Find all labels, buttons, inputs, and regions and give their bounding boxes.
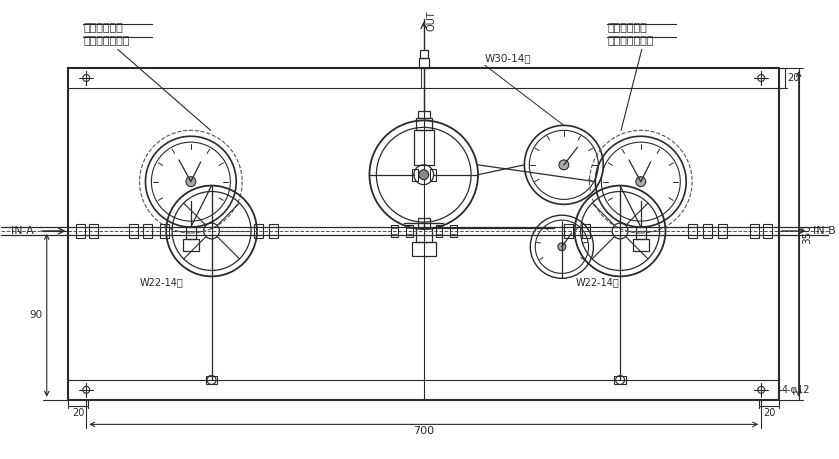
Bar bbox=[160, 224, 169, 238]
Text: 350: 350 bbox=[803, 224, 813, 244]
Circle shape bbox=[559, 160, 569, 170]
Bar bbox=[128, 224, 138, 238]
Bar bbox=[416, 118, 431, 130]
Text: W22-14山: W22-14山 bbox=[139, 277, 183, 287]
Bar bbox=[435, 225, 442, 237]
Bar bbox=[416, 228, 431, 242]
Bar bbox=[268, 224, 278, 238]
Bar bbox=[69, 68, 779, 400]
Bar bbox=[414, 130, 434, 165]
Text: IN A: IN A bbox=[11, 226, 34, 236]
Bar bbox=[564, 224, 573, 238]
Circle shape bbox=[558, 243, 565, 251]
Text: OUT: OUT bbox=[427, 10, 436, 31]
Bar bbox=[633, 239, 649, 251]
Text: 700: 700 bbox=[413, 426, 435, 437]
Bar bbox=[718, 224, 727, 238]
Bar bbox=[750, 224, 759, 238]
Bar bbox=[636, 227, 646, 239]
Text: （オプション）: （オプション） bbox=[83, 36, 130, 45]
Text: W22-14山: W22-14山 bbox=[576, 277, 619, 287]
Bar bbox=[76, 224, 86, 238]
Bar bbox=[186, 227, 195, 239]
Bar bbox=[412, 169, 418, 181]
Text: 20: 20 bbox=[787, 73, 800, 83]
Text: W30-14山: W30-14山 bbox=[485, 53, 532, 63]
Bar bbox=[391, 225, 398, 237]
Bar bbox=[406, 225, 413, 237]
Bar bbox=[206, 376, 217, 384]
Bar bbox=[419, 58, 429, 68]
Bar bbox=[688, 224, 697, 238]
Bar bbox=[89, 224, 98, 238]
Bar bbox=[418, 218, 430, 228]
Text: 90: 90 bbox=[29, 310, 43, 320]
Bar bbox=[143, 224, 153, 238]
Circle shape bbox=[636, 177, 646, 186]
Text: IN B: IN B bbox=[814, 226, 836, 236]
Bar bbox=[703, 224, 711, 238]
Bar bbox=[763, 224, 772, 238]
Text: （オプション）: （オプション） bbox=[607, 36, 654, 45]
Circle shape bbox=[419, 170, 429, 179]
Bar bbox=[581, 224, 591, 238]
Text: 4-φ12: 4-φ12 bbox=[782, 385, 810, 395]
Bar bbox=[614, 376, 626, 384]
Text: 接点付圧力計: 接点付圧力計 bbox=[83, 23, 123, 33]
Text: 接点付圧力計: 接点付圧力計 bbox=[607, 23, 647, 33]
Bar bbox=[183, 239, 199, 251]
Text: 20: 20 bbox=[72, 408, 85, 418]
Bar bbox=[254, 224, 263, 238]
Bar bbox=[430, 169, 435, 181]
Bar bbox=[418, 111, 430, 118]
Bar bbox=[420, 50, 428, 58]
Text: 20: 20 bbox=[763, 408, 775, 418]
Bar bbox=[412, 242, 435, 256]
Circle shape bbox=[186, 177, 195, 186]
Bar bbox=[451, 225, 457, 237]
